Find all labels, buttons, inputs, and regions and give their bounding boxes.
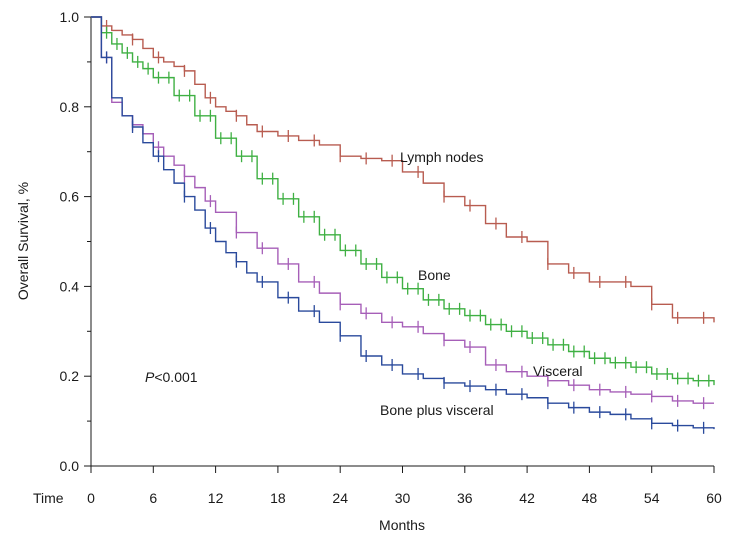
series-3: [91, 16, 715, 434]
series-label-bone: Bone: [418, 267, 451, 283]
x-tick-label: 0: [87, 490, 95, 506]
x-tick-label: 18: [270, 490, 286, 506]
y-tick-label: 0.0: [60, 458, 80, 474]
x-axis-title: Months: [379, 517, 425, 533]
x-tick-label: 54: [644, 490, 660, 506]
survival-step-line: [91, 16, 715, 323]
x-axis-prefix-label: Time: [33, 490, 64, 506]
axes: 0.0 0.2 0.4 0.6 0.8 1.0 0 6 12 18 24 30 36 42 48 54 60: [60, 9, 722, 506]
x-tick-label: 30: [395, 490, 411, 506]
y-tick-label: 0.2: [60, 368, 80, 384]
x-tick-label: 48: [582, 490, 598, 506]
series-layer: [91, 16, 715, 434]
x-tick-label: 36: [457, 490, 473, 506]
series-1: [91, 16, 715, 387]
series-label-visceral: Visceral: [533, 363, 583, 379]
label-layer: Lymph nodes Bone Visceral Bone plus visc…: [15, 149, 583, 533]
y-tick-label: 0.8: [60, 99, 80, 115]
survival-step-line: [91, 16, 715, 386]
x-tick-label: 60: [706, 490, 722, 506]
survival-step-line: [91, 16, 715, 430]
x-tick-label: 12: [208, 490, 224, 506]
p-value-rest: <0.001: [154, 369, 197, 385]
y-tick-label: 0.4: [60, 278, 80, 294]
series-label-lymph-nodes: Lymph nodes: [400, 149, 484, 165]
series-label-bone-plus-visceral: Bone plus visceral: [380, 402, 494, 418]
p-value-italic: P: [145, 369, 155, 385]
x-tick-label: 24: [332, 490, 348, 506]
y-tick-label: 0.6: [60, 189, 80, 205]
x-tick-label: 6: [149, 490, 157, 506]
p-value-annotation: P<0.001: [145, 369, 198, 385]
series-0: [91, 16, 715, 324]
y-tick-label: 1.0: [60, 9, 80, 25]
x-tick-label: 42: [519, 490, 535, 506]
y-axis-title: Overall Survival, %: [15, 182, 31, 300]
